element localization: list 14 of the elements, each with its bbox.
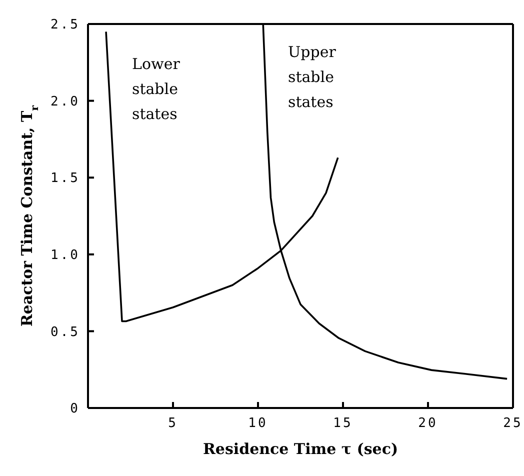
annotation: Upper stable states — [288, 43, 337, 112]
y-tick-label: 1.5 — [50, 171, 80, 186]
x-tick-label: 15 — [333, 416, 353, 432]
y-tick-label: 1.0 — [50, 248, 80, 264]
annotation: Lower stable states — [132, 55, 181, 124]
x-tick-label: 20 — [418, 416, 438, 432]
y-tick-label: 0 — [70, 402, 80, 417]
y-tick-label: 2.5 — [50, 18, 80, 33]
y-tick-label: 2.0 — [50, 94, 80, 110]
x-tick-label: 25 — [503, 416, 523, 432]
x-axis-title: Residence Time τ (sec) — [202, 440, 398, 458]
x-tick-label: 10 — [248, 416, 268, 432]
y-tick-label: 0.5 — [50, 324, 80, 340]
x-tick-label: 5 — [168, 416, 178, 432]
